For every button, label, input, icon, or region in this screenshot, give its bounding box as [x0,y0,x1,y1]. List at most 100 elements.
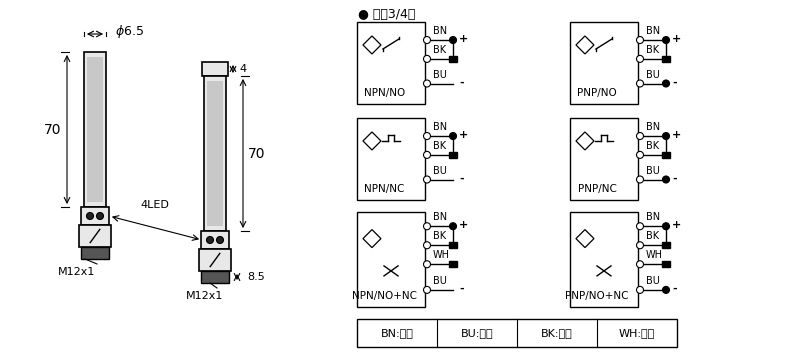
Circle shape [217,237,223,244]
Text: BN: BN [646,122,660,132]
Text: +: + [672,220,682,230]
Circle shape [423,151,430,158]
Bar [84,52,106,207]
Text: BK: BK [433,45,446,55]
Bar [79,225,111,247]
Circle shape [637,242,643,249]
Text: $\phi$6.5: $\phi$6.5 [115,23,145,39]
Circle shape [450,133,457,139]
Bar [199,249,231,271]
Text: 4LED: 4LED [141,200,170,210]
Bar [87,57,103,202]
Text: 70: 70 [248,146,266,161]
Polygon shape [363,132,381,150]
Bar [449,261,457,267]
Bar [357,319,677,347]
Bar [570,118,638,200]
Text: NPN/NO+NC: NPN/NO+NC [352,291,417,301]
Bar [201,231,229,249]
Text: +: + [459,130,468,140]
Circle shape [637,223,643,230]
Bar [662,152,670,158]
Bar [207,81,223,226]
Bar [449,152,457,158]
Text: BU: BU [646,165,660,176]
Text: M12x1: M12x1 [186,291,224,301]
Bar [204,76,226,231]
Circle shape [662,176,670,183]
Text: 70: 70 [44,122,62,137]
Circle shape [423,80,430,87]
Polygon shape [576,230,594,247]
Circle shape [423,223,430,230]
Circle shape [206,237,214,244]
Bar [357,118,425,200]
Bar [81,207,109,225]
Bar [570,22,638,104]
Circle shape [86,213,94,220]
Text: BU: BU [433,276,447,286]
Circle shape [637,80,643,87]
Text: BN: BN [433,212,447,222]
Circle shape [423,242,430,249]
Circle shape [423,133,430,139]
Circle shape [423,55,430,62]
Text: +: + [672,130,682,140]
Text: BU: BU [646,276,660,286]
Text: BK: BK [433,141,446,151]
Circle shape [637,287,643,294]
Text: BU: BU [433,165,447,176]
Circle shape [637,37,643,44]
Text: -: - [459,284,464,294]
Circle shape [97,213,103,220]
Bar [449,242,457,248]
Text: +: + [672,34,682,44]
Bar [81,247,109,259]
Circle shape [450,223,457,230]
Circle shape [637,151,643,158]
Text: -: - [459,77,464,88]
Text: BK: BK [646,141,659,151]
Text: BK: BK [646,45,659,55]
Circle shape [662,223,670,230]
Circle shape [637,176,643,183]
Text: PNP/NO: PNP/NO [578,88,617,98]
Bar [357,212,425,307]
Circle shape [450,37,457,44]
Circle shape [423,176,430,183]
Polygon shape [363,36,381,54]
Text: BN: BN [433,26,447,36]
Bar [357,22,425,104]
Polygon shape [576,132,594,150]
Circle shape [423,287,430,294]
Text: WH: WH [646,250,663,260]
Text: -: - [672,174,677,183]
Text: PNP/NC: PNP/NC [578,184,617,194]
Circle shape [662,37,670,44]
Text: BN: BN [646,26,660,36]
Text: BU: BU [646,69,660,80]
Circle shape [637,261,643,268]
Circle shape [662,287,670,294]
Circle shape [662,133,670,139]
Text: ● 直流3/4线: ● 直流3/4线 [358,7,415,20]
Text: WH:白色: WH:白色 [619,328,655,338]
Text: NPN/NO: NPN/NO [363,88,405,98]
Bar [662,56,670,62]
Polygon shape [363,230,381,247]
Text: BK:黑色: BK:黑色 [541,328,573,338]
Text: BU: BU [433,69,447,80]
Bar [449,56,457,62]
Text: -: - [672,284,677,294]
Text: BK: BK [646,231,659,241]
Bar [202,62,228,76]
Bar [662,242,670,248]
Text: -: - [672,77,677,88]
Circle shape [637,133,643,139]
Text: WH: WH [433,250,450,260]
Bar [201,271,229,283]
Text: BN: BN [433,122,447,132]
Text: NPN/NC: NPN/NC [364,184,404,194]
Polygon shape [576,36,594,54]
Circle shape [662,80,670,87]
